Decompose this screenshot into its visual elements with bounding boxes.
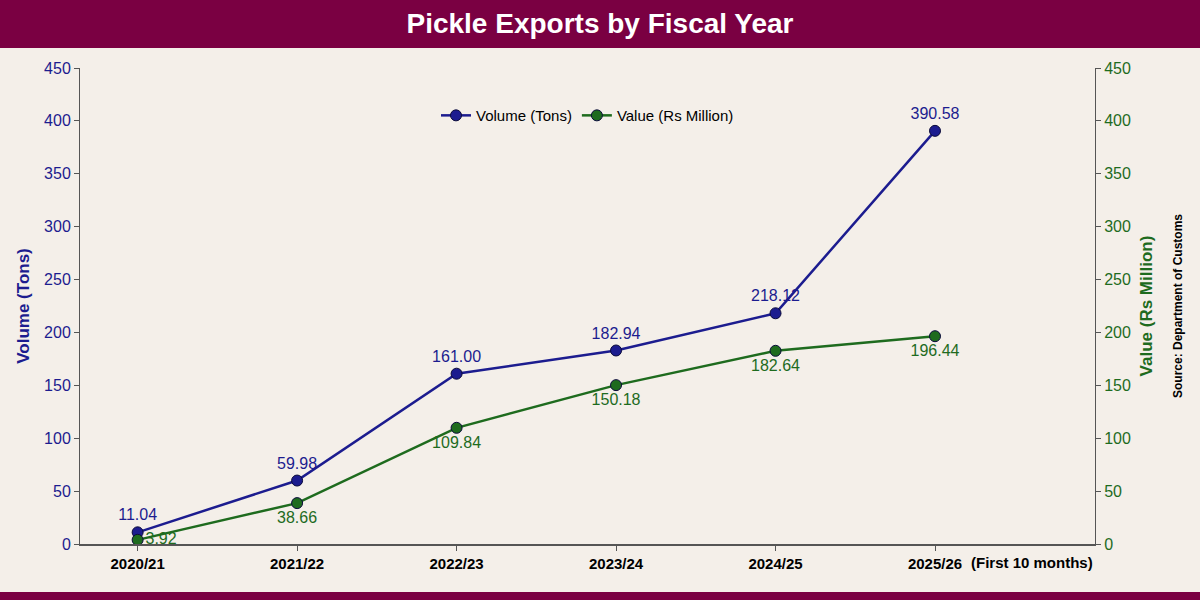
svg-text:Source: Department of Customs: Source: Department of Customs <box>1171 214 1185 398</box>
svg-text:(First 10 months): (First 10 months) <box>971 554 1093 571</box>
svg-text:350: 350 <box>44 165 71 182</box>
svg-text:200: 200 <box>44 324 71 341</box>
svg-text:300: 300 <box>1104 218 1131 235</box>
svg-text:450: 450 <box>44 60 71 77</box>
svg-text:2021/22: 2021/22 <box>270 555 324 572</box>
svg-text:100: 100 <box>44 430 71 447</box>
svg-text:0: 0 <box>62 536 71 553</box>
svg-text:161.00: 161.00 <box>432 348 481 365</box>
svg-text:Value (Rs Million): Value (Rs Million) <box>1137 236 1156 377</box>
svg-text:Volume (Tons): Volume (Tons) <box>14 248 33 364</box>
svg-text:3.92: 3.92 <box>146 530 177 547</box>
svg-text:2024/25: 2024/25 <box>748 555 802 572</box>
svg-text:50: 50 <box>1104 483 1122 500</box>
html-text:Pickle Exports by Fiscal Year: Pickle Exports by Fiscal Year <box>406 8 794 39</box>
svg-text:11.04: 11.04 <box>118 506 157 523</box>
svg-text:Volume (Tons): Volume (Tons) <box>476 107 572 124</box>
svg-text:450: 450 <box>1104 60 1131 77</box>
svg-text:Value (Rs Million): Value (Rs Million) <box>617 107 733 124</box>
svg-text:400: 400 <box>1104 112 1131 129</box>
svg-text:182.64: 182.64 <box>751 357 800 374</box>
svg-text:400: 400 <box>44 112 71 129</box>
svg-text:50: 50 <box>53 483 71 500</box>
svg-text:109.84: 109.84 <box>432 434 481 451</box>
svg-text:150: 150 <box>44 377 71 394</box>
svg-text:250: 250 <box>1104 271 1131 288</box>
svg-text:196.44: 196.44 <box>911 342 960 359</box>
svg-text:390.58: 390.58 <box>911 105 960 122</box>
svg-text:2025/26: 2025/26 <box>908 555 962 572</box>
svg-text:2022/23: 2022/23 <box>429 555 483 572</box>
svg-text:150.18: 150.18 <box>592 391 641 408</box>
svg-text:2023/24: 2023/24 <box>589 555 644 572</box>
svg-text:250: 250 <box>44 271 71 288</box>
svg-text:300: 300 <box>44 218 71 235</box>
svg-text:38.66: 38.66 <box>277 509 317 526</box>
svg-text:200: 200 <box>1104 324 1131 341</box>
svg-text:150: 150 <box>1104 377 1131 394</box>
svg-text:2020/21: 2020/21 <box>111 555 165 572</box>
svg-text:218.12: 218.12 <box>751 287 800 304</box>
svg-text:350: 350 <box>1104 165 1131 182</box>
svg-text:182.94: 182.94 <box>592 325 641 342</box>
svg-text:59.98: 59.98 <box>277 455 317 472</box>
svg-text:100: 100 <box>1104 430 1131 447</box>
svg-text:0: 0 <box>1104 536 1113 553</box>
